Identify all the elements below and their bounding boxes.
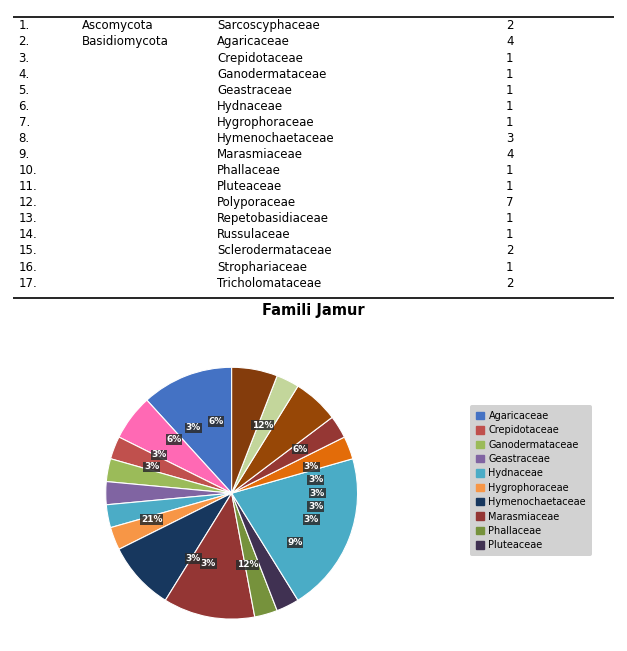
Text: 3%: 3%: [144, 462, 159, 471]
Text: 4: 4: [506, 35, 514, 48]
Text: 12%: 12%: [252, 421, 273, 430]
Text: 1: 1: [506, 100, 514, 113]
Text: 3%: 3%: [304, 515, 319, 524]
Wedge shape: [231, 367, 277, 493]
Text: 12.: 12.: [19, 196, 38, 209]
Text: 1: 1: [506, 180, 514, 193]
Text: 1: 1: [506, 116, 514, 129]
Text: 3%: 3%: [186, 554, 201, 563]
Text: 9%: 9%: [287, 538, 303, 547]
Text: 3%: 3%: [308, 502, 324, 511]
Wedge shape: [147, 367, 231, 493]
Text: 4: 4: [506, 148, 514, 161]
Text: 12%: 12%: [236, 561, 258, 570]
Text: Sclerodermataceae: Sclerodermataceae: [217, 244, 332, 257]
Text: Hydnaceae: Hydnaceae: [217, 100, 283, 113]
Text: 1: 1: [506, 51, 514, 64]
Text: 21%: 21%: [141, 515, 162, 524]
Text: 6.: 6.: [19, 100, 30, 113]
Text: Phallaceae: Phallaceae: [217, 164, 281, 177]
Text: Geastraceae: Geastraceae: [217, 84, 292, 97]
Text: Hygrophoraceae: Hygrophoraceae: [217, 116, 315, 129]
Text: 4.: 4.: [19, 68, 30, 81]
Text: 15.: 15.: [19, 244, 37, 257]
Wedge shape: [110, 493, 231, 549]
Text: 8.: 8.: [19, 132, 29, 145]
Wedge shape: [106, 482, 231, 505]
Text: 6%: 6%: [292, 445, 308, 454]
Text: 3%: 3%: [304, 462, 319, 471]
Text: Crepidotaceae: Crepidotaceae: [217, 51, 303, 64]
Text: 3: 3: [506, 132, 514, 145]
Text: 1: 1: [506, 84, 514, 97]
Text: Pluteaceae: Pluteaceae: [217, 180, 282, 193]
Text: 9.: 9.: [19, 148, 30, 161]
Text: 1: 1: [506, 164, 514, 177]
Text: 1: 1: [506, 68, 514, 81]
Wedge shape: [166, 493, 255, 619]
Wedge shape: [231, 493, 277, 617]
Text: 2: 2: [506, 20, 514, 33]
Wedge shape: [119, 493, 231, 600]
Text: 7.: 7.: [19, 116, 30, 129]
Text: 17.: 17.: [19, 277, 38, 290]
Wedge shape: [231, 493, 298, 611]
Title: Famili Jamur: Famili Jamur: [262, 303, 365, 318]
Text: 1: 1: [506, 229, 514, 242]
Text: 2: 2: [506, 277, 514, 290]
Wedge shape: [119, 400, 231, 493]
Text: 2: 2: [506, 244, 514, 257]
Wedge shape: [110, 437, 231, 493]
Text: Agaricaceae: Agaricaceae: [217, 35, 290, 48]
Text: 13.: 13.: [19, 212, 37, 225]
Wedge shape: [107, 459, 231, 493]
Text: 3.: 3.: [19, 51, 29, 64]
Wedge shape: [231, 437, 353, 493]
Text: Russulaceae: Russulaceae: [217, 229, 291, 242]
Text: Sarcoscyphaceae: Sarcoscyphaceae: [217, 20, 320, 33]
Text: Tricholomataceae: Tricholomataceae: [217, 277, 322, 290]
Wedge shape: [231, 459, 357, 600]
Legend: Agaricaceae, Crepidotaceae, Ganodermataceae, Geastraceae, Hydnaceae, Hygrophorac: Agaricaceae, Crepidotaceae, Ganodermatac…: [470, 405, 592, 556]
Text: 7: 7: [506, 196, 514, 209]
Text: 1: 1: [506, 212, 514, 225]
Wedge shape: [107, 493, 231, 528]
Text: 3%: 3%: [151, 450, 167, 460]
Text: Ascomycota: Ascomycota: [82, 20, 154, 33]
Text: 6%: 6%: [208, 417, 224, 426]
Text: Basidiomycota: Basidiomycota: [82, 35, 169, 48]
Wedge shape: [231, 417, 344, 493]
Text: 3%: 3%: [201, 559, 216, 568]
Text: 2.: 2.: [19, 35, 30, 48]
Text: 1: 1: [506, 260, 514, 273]
Text: 5.: 5.: [19, 84, 29, 97]
Wedge shape: [231, 386, 332, 493]
Wedge shape: [231, 376, 298, 493]
Text: 16.: 16.: [19, 260, 38, 273]
Text: 3%: 3%: [186, 423, 201, 432]
Text: 14.: 14.: [19, 229, 38, 242]
Text: 11.: 11.: [19, 180, 38, 193]
Text: 10.: 10.: [19, 164, 37, 177]
Text: Marasmiaceae: Marasmiaceae: [217, 148, 303, 161]
Text: 6%: 6%: [166, 435, 182, 444]
Text: Repetobasidiaceae: Repetobasidiaceae: [217, 212, 329, 225]
Text: Hymenochaetaceae: Hymenochaetaceae: [217, 132, 335, 145]
Text: 3%: 3%: [310, 489, 325, 497]
Text: 3%: 3%: [308, 475, 324, 484]
Text: Polyporaceae: Polyporaceae: [217, 196, 297, 209]
Text: Strophariaceae: Strophariaceae: [217, 260, 307, 273]
Text: Ganodermataceae: Ganodermataceae: [217, 68, 327, 81]
Text: 1.: 1.: [19, 20, 30, 33]
